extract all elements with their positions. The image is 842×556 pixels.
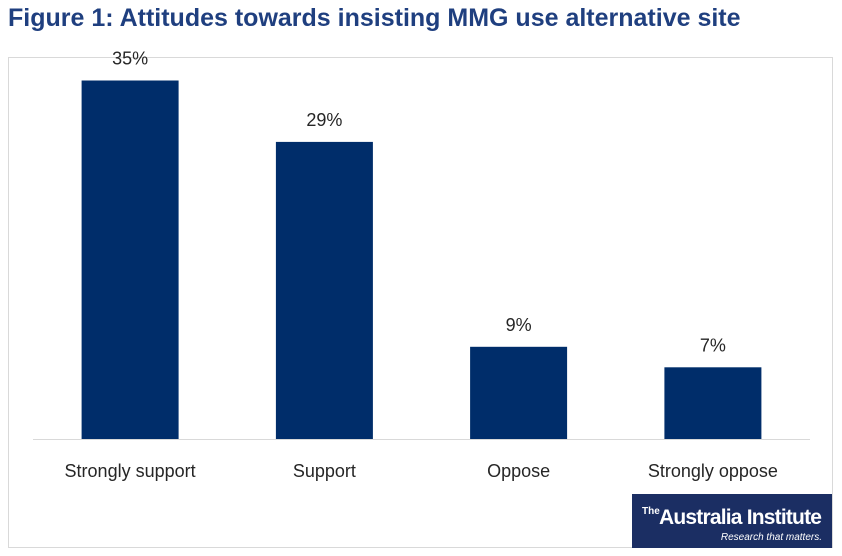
australia-institute-logo: The Australia Institute Research that ma… (632, 494, 832, 548)
category-label-3: Strongly oppose (648, 461, 778, 481)
logo-the: The (642, 506, 660, 517)
logo-tagline: Research that matters. (720, 532, 822, 543)
bar-2 (470, 346, 568, 439)
bar-1 (275, 141, 373, 439)
bar-value-label-0: 35% (112, 49, 148, 69)
category-label-0: Strongly support (65, 461, 196, 481)
bar-3 (664, 367, 762, 439)
bar-value-label-3: 7% (700, 335, 726, 355)
bar-value-label-2: 9% (506, 315, 532, 335)
chart-title: Figure 1: Attitudes towards insisting MM… (8, 4, 741, 32)
category-label-1: Support (293, 461, 356, 481)
logo-brand: Australia Institute (659, 506, 822, 529)
bar-0 (81, 80, 179, 439)
category-label-2: Oppose (487, 461, 550, 481)
bar-value-label-1: 29% (306, 110, 342, 130)
